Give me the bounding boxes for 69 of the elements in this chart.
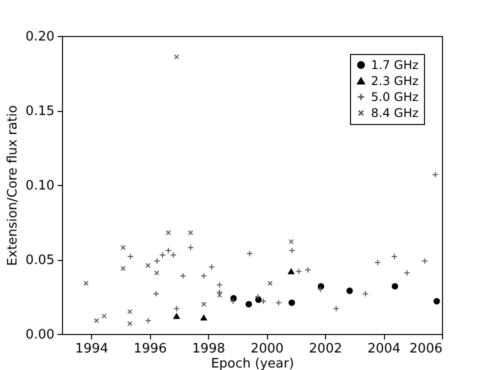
point [246, 250, 253, 257]
point [432, 171, 439, 178]
point [216, 282, 223, 288]
x-tick-label: 2006 [409, 342, 442, 356]
y-tick-label: 0.20 [26, 30, 54, 44]
x-axis-title: Epoch (year) [210, 356, 294, 370]
point [145, 262, 150, 268]
point [201, 302, 206, 307]
y-tick-label: 0.05 [26, 253, 54, 268]
point [188, 230, 194, 236]
y-tick-label: 0.00 [26, 328, 54, 342]
point [154, 258, 160, 264]
point [332, 305, 340, 312]
y-tick-label: 0.15 [26, 104, 54, 119]
point [346, 288, 353, 294]
point [83, 280, 89, 286]
point [173, 313, 180, 319]
point [296, 268, 302, 275]
point [288, 239, 294, 244]
point [154, 270, 160, 276]
x-tick-label: 1998 [192, 342, 226, 356]
x-tick-label: 1994 [75, 342, 108, 356]
point [127, 309, 132, 314]
point [217, 292, 222, 298]
point [144, 317, 152, 324]
y-tick-label: 0.10 [26, 178, 54, 194]
x-tick-label: 2000 [250, 342, 284, 356]
legend-label: 2.3 GHz [371, 74, 419, 88]
point [268, 280, 273, 286]
point [200, 272, 208, 280]
point [166, 230, 171, 236]
point [362, 290, 369, 298]
point [288, 299, 295, 306]
point [288, 268, 294, 274]
legend-label: 5.0 GHz [371, 90, 419, 104]
point [288, 247, 296, 254]
point [422, 258, 428, 264]
point [260, 298, 267, 304]
legend-label: 1.7 GHz [371, 58, 419, 72]
point [391, 253, 398, 260]
point [374, 259, 381, 266]
point [246, 300, 252, 308]
point [254, 294, 262, 300]
point [208, 264, 215, 270]
legend-label: 8.4 GHz [371, 106, 419, 120]
point [173, 305, 180, 312]
point [120, 266, 126, 271]
point [102, 314, 107, 319]
point [127, 321, 132, 326]
point [127, 253, 134, 260]
point [159, 252, 166, 258]
point [404, 270, 410, 276]
point [230, 298, 236, 304]
x-tick-label: 2002 [309, 342, 342, 356]
point [434, 298, 440, 304]
y-axis-title: Extension/Core flux ratio [6, 105, 21, 266]
point [187, 244, 194, 251]
point [174, 54, 180, 60]
point [275, 299, 282, 306]
point [304, 266, 312, 274]
point [120, 245, 126, 250]
point [317, 286, 324, 293]
point [200, 314, 208, 320]
point [392, 283, 398, 290]
point [94, 318, 100, 324]
x-tick-label: 2004 [367, 342, 401, 356]
x-tick-label: 1996 [134, 342, 167, 356]
point [152, 290, 160, 298]
point [180, 272, 186, 280]
